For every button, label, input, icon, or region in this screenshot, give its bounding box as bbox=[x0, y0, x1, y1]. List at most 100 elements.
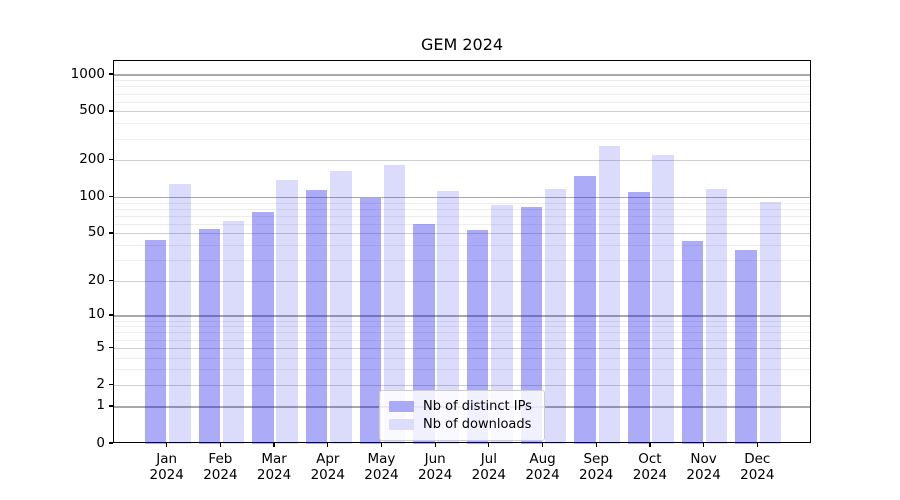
x-tick-label-jun: Jun 2024 bbox=[403, 451, 467, 483]
x-tick-feb bbox=[219, 443, 222, 447]
bar-distinct-ips-dec bbox=[735, 249, 757, 444]
x-tick-label-dec: Dec 2024 bbox=[725, 451, 789, 483]
bar-distinct-ips-feb bbox=[198, 229, 221, 444]
x-tick-apr bbox=[327, 443, 329, 447]
y-tick-1000 bbox=[109, 73, 113, 75]
x-tick-month: Nov bbox=[690, 451, 717, 467]
gridline-minor-400 bbox=[114, 123, 810, 125]
gridline-major-1000 bbox=[114, 74, 810, 76]
x-tick-month: May bbox=[367, 451, 396, 467]
x-tick-year: 2024 bbox=[579, 467, 614, 483]
x-tick-sep bbox=[595, 443, 597, 447]
gridline-minor-30 bbox=[114, 260, 810, 262]
x-tick-year: 2024 bbox=[203, 467, 238, 483]
y-tick-50 bbox=[109, 232, 113, 234]
x-tick-year: 2024 bbox=[686, 467, 721, 483]
legend-item-downloads: Nb of downloads bbox=[389, 416, 535, 433]
bar-distinct-ips-jan bbox=[144, 239, 167, 444]
x-tick-jan bbox=[166, 443, 168, 447]
gridline-minor-800 bbox=[114, 86, 810, 88]
y-tick-label-20: 20 bbox=[87, 271, 105, 288]
x-tick-year: 2024 bbox=[149, 467, 184, 483]
y-tick-label-200: 200 bbox=[79, 151, 105, 168]
x-tick-year: 2024 bbox=[310, 467, 345, 483]
gridline-minor-300 bbox=[114, 138, 810, 140]
chart-title: GEM 2024 bbox=[420, 35, 504, 54]
y-tick-label-500: 500 bbox=[79, 102, 105, 119]
y-tick-label-0: 0 bbox=[96, 434, 105, 451]
gridline-sub-2 bbox=[114, 384, 810, 386]
y-tick-5 bbox=[109, 346, 113, 348]
y-tick-100 bbox=[109, 195, 113, 198]
x-tick-may bbox=[380, 443, 383, 447]
gridline-minor-80 bbox=[114, 208, 810, 210]
x-tick-jul bbox=[488, 443, 490, 447]
bar-downloads-jun bbox=[437, 191, 459, 444]
y-tick-10 bbox=[109, 314, 113, 316]
plot-area bbox=[113, 60, 811, 444]
x-tick-year: 2024 bbox=[417, 467, 453, 483]
bar-downloads-apr bbox=[330, 170, 352, 444]
x-tick-month: Sep bbox=[583, 451, 609, 467]
x-tick-nov bbox=[702, 443, 705, 447]
gridline-minor-6 bbox=[114, 339, 810, 341]
gridline-minor-4 bbox=[114, 357, 810, 359]
legend-label-downloads: Nb of downloads bbox=[423, 417, 532, 432]
y-tick-label-1000: 1000 bbox=[70, 65, 105, 82]
y-tick-label-1: 1 bbox=[96, 397, 105, 414]
bar-downloads-mar bbox=[276, 180, 298, 444]
x-tick-label-jul: Jul 2024 bbox=[457, 451, 521, 483]
bar-distinct-ips-aug bbox=[520, 207, 543, 444]
x-tick-month: Mar bbox=[261, 451, 287, 467]
legend: Nb of distinct IPs Nb of downloads bbox=[379, 390, 545, 441]
x-tick-aug bbox=[541, 443, 544, 447]
gridline-major-10 bbox=[114, 315, 810, 317]
x-tick-label-aug: Aug 2024 bbox=[511, 451, 575, 483]
x-tick-month: Apr bbox=[316, 451, 340, 467]
y-tick-label-10: 10 bbox=[87, 306, 105, 323]
x-tick-oct bbox=[649, 443, 651, 447]
x-tick-year: 2024 bbox=[471, 467, 507, 483]
bar-downloads-nov bbox=[705, 188, 728, 444]
bar-distinct-ips-apr bbox=[305, 190, 328, 444]
x-tick-jun bbox=[434, 443, 436, 447]
x-tick-dec bbox=[756, 443, 758, 447]
x-tick-year: 2024 bbox=[740, 467, 775, 483]
bar-downloads-oct bbox=[652, 154, 674, 444]
x-tick-label-may: May 2024 bbox=[349, 451, 413, 483]
bar-distinct-ips-mar bbox=[252, 211, 274, 444]
x-tick-month: Jul bbox=[480, 451, 497, 467]
x-tick-year: 2024 bbox=[632, 467, 668, 483]
bar-downloads-jul bbox=[491, 204, 513, 444]
gridline-sub-5 bbox=[114, 347, 810, 349]
bar-distinct-ips-sep bbox=[574, 176, 596, 444]
legend-swatch-downloads bbox=[389, 418, 414, 431]
y-tick-2 bbox=[109, 383, 113, 385]
y-tick-200 bbox=[109, 159, 113, 161]
x-tick-month: Jun bbox=[424, 451, 446, 467]
bar-distinct-ips-nov bbox=[681, 240, 704, 444]
gridline-minor-7 bbox=[114, 332, 810, 334]
gridline-minor-8 bbox=[114, 326, 810, 328]
x-tick-label-nov: Nov 2024 bbox=[672, 451, 736, 483]
gridline-minor-900 bbox=[114, 80, 810, 82]
gridline-minor-90 bbox=[114, 202, 810, 204]
gridline-minor-60 bbox=[114, 223, 810, 225]
bar-downloads-may bbox=[383, 164, 406, 444]
gridline-major-100 bbox=[114, 196, 810, 199]
x-tick-label-sep: Sep 2024 bbox=[564, 451, 628, 483]
y-tick-1 bbox=[109, 405, 113, 407]
x-tick-mar bbox=[273, 443, 275, 447]
y-tick-0 bbox=[109, 442, 113, 444]
gridline-minor-700 bbox=[114, 93, 810, 95]
gridline-minor-600 bbox=[114, 101, 810, 103]
x-tick-month: Feb bbox=[208, 451, 233, 467]
x-tick-year: 2024 bbox=[256, 467, 292, 483]
x-tick-month: Dec bbox=[744, 451, 771, 467]
bar-downloads-jan bbox=[169, 183, 191, 444]
gridline-minor-9 bbox=[114, 320, 810, 322]
y-tick-label-5: 5 bbox=[96, 338, 105, 355]
x-tick-label-apr: Apr 2024 bbox=[296, 451, 360, 483]
gridline-sub-50 bbox=[114, 233, 810, 235]
